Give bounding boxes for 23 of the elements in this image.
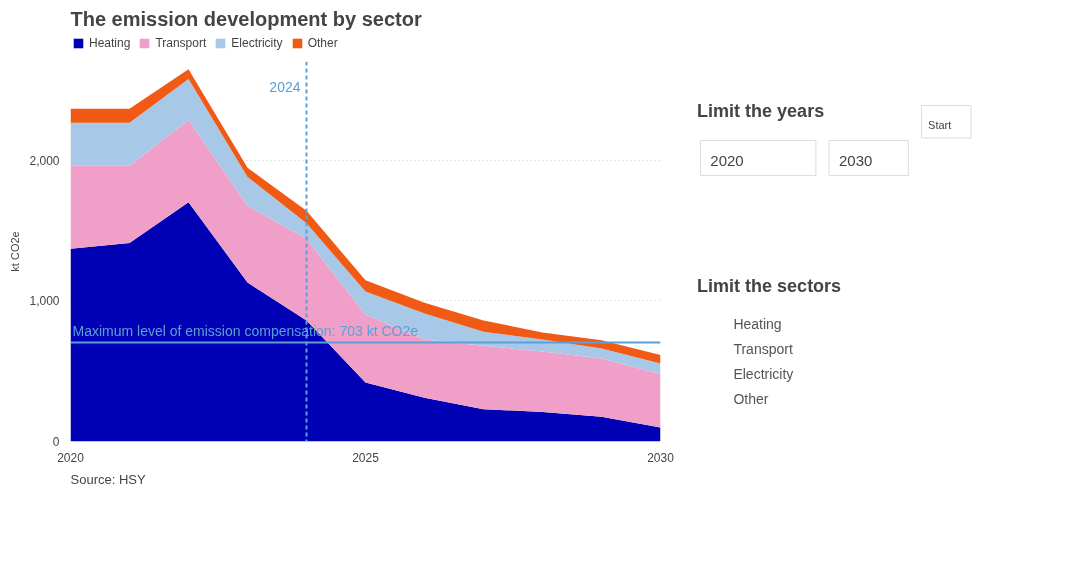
text: Limit the sectors: [697, 275, 842, 296]
text: Other: [733, 391, 769, 407]
x-tick-label: 2030: [647, 450, 675, 465]
source-note: Source: HSY: [70, 471, 146, 487]
text: Start: [928, 118, 952, 131]
x-tick-label: 2020: [57, 450, 85, 465]
legend-label: Electricity: [231, 36, 283, 50]
legend-label: Other: [307, 36, 338, 50]
text: Limit the years: [697, 100, 825, 121]
y-axis-title: kt CO2e: [9, 231, 22, 272]
x-tick-label: 2025: [352, 450, 380, 465]
ref-line-label: 2024: [269, 78, 301, 95]
text: Heating: [733, 316, 782, 332]
text: 2020: [710, 151, 744, 169]
text: 2030: [839, 151, 873, 169]
text: Electricity: [733, 366, 794, 382]
y-tick-label: 0: [52, 435, 60, 449]
y-tick-label: 2,000: [29, 153, 60, 168]
legend-label: Heating: [89, 36, 131, 50]
text: Transport: [733, 341, 793, 357]
legend-label: Transport: [155, 36, 207, 50]
y-tick-label: 1,000: [29, 294, 60, 309]
chart-title: The emission development by sector: [70, 7, 422, 30]
